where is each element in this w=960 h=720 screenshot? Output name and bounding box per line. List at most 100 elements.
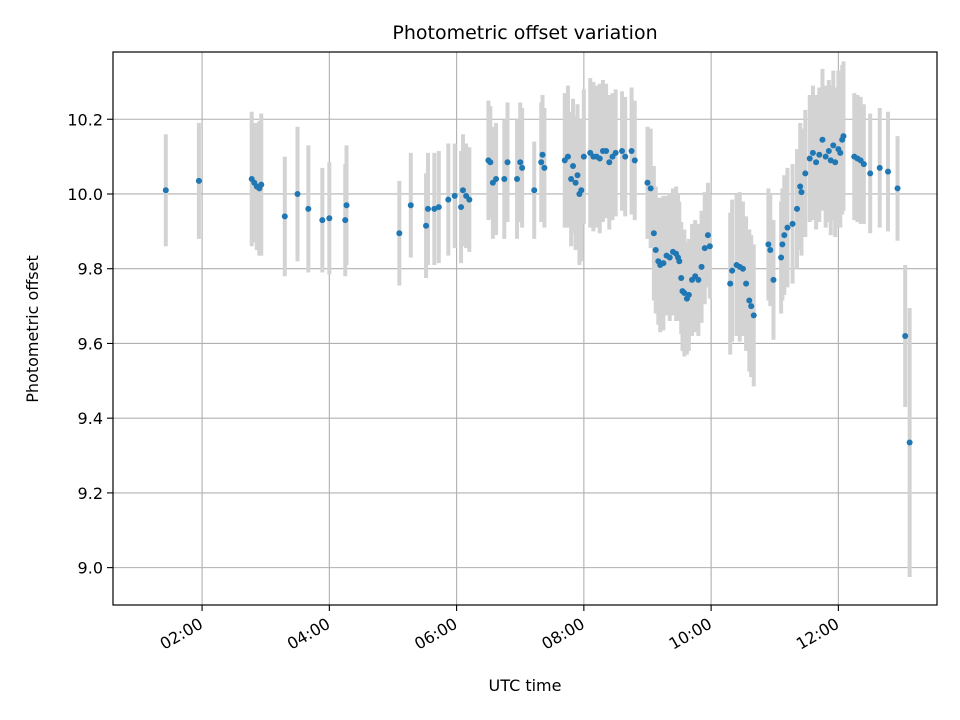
data-point [423, 222, 430, 229]
data-point [781, 232, 788, 239]
plot-frame [112, 51, 938, 606]
data-point [570, 162, 577, 169]
data-point [631, 157, 638, 164]
data-point [342, 217, 349, 224]
data-point [894, 185, 901, 192]
data-point [739, 265, 746, 272]
y-tick-label: 10.0 [67, 185, 103, 204]
data-point [822, 153, 829, 160]
data-point [770, 276, 777, 283]
data-point [501, 176, 508, 183]
data-point [743, 280, 750, 287]
data-point [628, 148, 635, 155]
y-tick-label: 9.6 [78, 334, 103, 353]
data-point [305, 205, 312, 212]
data-point [727, 280, 734, 287]
data-point [729, 267, 736, 274]
data-point [765, 241, 772, 248]
data-point [451, 192, 458, 199]
data-point [802, 170, 809, 177]
data-point [568, 176, 575, 183]
y-axis-label: Photometric offset [23, 255, 42, 403]
data-point [458, 204, 465, 211]
data-point [596, 155, 603, 162]
data-point [580, 153, 587, 160]
data-point [906, 439, 913, 446]
data-point [578, 187, 585, 194]
data-point [830, 142, 837, 149]
data-point [504, 159, 511, 166]
data-point [778, 254, 785, 261]
data-point [885, 168, 892, 175]
data-point [445, 196, 452, 203]
data-point [519, 164, 526, 171]
data-point [326, 215, 333, 222]
data-point [459, 187, 466, 194]
data-point [258, 181, 265, 188]
y-tick-label: 9.0 [78, 559, 103, 578]
data-point [798, 189, 805, 196]
data-point [685, 291, 692, 298]
data-point [813, 159, 820, 166]
data-point [678, 275, 685, 282]
data-point [750, 312, 757, 319]
y-tick-label: 9.4 [78, 409, 103, 428]
data-point [294, 190, 301, 197]
chart-title: Photometric offset variation [392, 22, 657, 44]
data-point [698, 263, 705, 270]
data-point [644, 179, 651, 186]
data-point [832, 159, 839, 166]
data-point [564, 153, 571, 160]
data-point [797, 183, 804, 190]
data-point [487, 159, 494, 166]
data-point [779, 241, 786, 248]
x-axis-label: UTC time [489, 676, 562, 695]
data-point [622, 153, 629, 160]
data-point [612, 149, 619, 156]
y-tick-label: 9.2 [78, 484, 103, 503]
data-point [806, 155, 813, 162]
data-point [867, 170, 874, 177]
data-point [538, 159, 545, 166]
data-point [902, 332, 909, 339]
data-point [466, 196, 473, 203]
data-point [809, 149, 816, 156]
data-points [162, 133, 913, 446]
y-axis: 9.0 9.2 9.4 9.6 9.8 10.0 10.2 [67, 110, 113, 578]
data-point [652, 247, 659, 254]
data-point [837, 149, 844, 156]
data-point [860, 161, 867, 168]
data-point [746, 297, 753, 304]
data-point [825, 148, 832, 155]
data-point [493, 176, 500, 183]
data-point [541, 164, 548, 171]
data-point [574, 172, 581, 179]
data-point [319, 217, 326, 224]
data-point [704, 232, 711, 239]
data-point [619, 148, 626, 155]
data-point [660, 260, 667, 267]
data-point [572, 179, 579, 186]
data-point [706, 243, 713, 250]
data-point [748, 303, 755, 310]
data-point [876, 164, 883, 171]
data-point [396, 230, 403, 237]
data-point [424, 205, 431, 212]
data-point [343, 202, 350, 209]
data-point [531, 187, 538, 194]
data-point [603, 148, 610, 155]
data-point [701, 245, 708, 252]
data-point [435, 204, 442, 211]
data-point [666, 254, 673, 261]
data-point [539, 151, 546, 158]
data-point [407, 202, 414, 209]
data-point [794, 205, 801, 212]
data-point [514, 176, 521, 183]
data-point [195, 177, 202, 184]
data-point [650, 230, 657, 237]
data-point [819, 136, 826, 143]
data-point [816, 151, 823, 158]
data-point [676, 258, 683, 265]
